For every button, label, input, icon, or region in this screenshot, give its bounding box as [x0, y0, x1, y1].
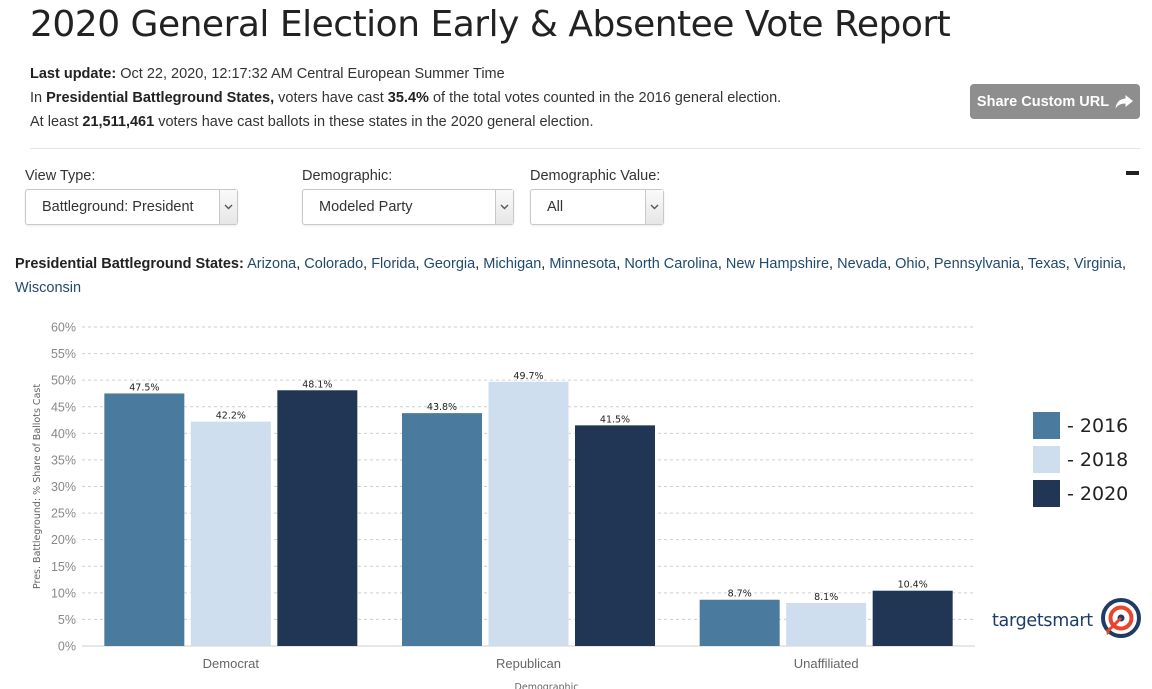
view-type-select[interactable]: Battleground: President: [25, 189, 238, 225]
turnout-share-mid: voters have cast: [274, 90, 388, 106]
ballot-count-number: 21,511,461: [82, 114, 155, 130]
data-label: 47.5%: [129, 382, 159, 393]
last-update-line: Last update: Oct 22, 2020, 12:17:32 AM C…: [30, 62, 781, 86]
targetsmart-brand: targetsmart: [992, 598, 1141, 643]
state-link-nevada[interactable]: Nevada: [837, 256, 888, 272]
ballot-count-line: At least 21,511,461 voters have cast bal…: [30, 110, 781, 134]
data-label: 10.4%: [898, 580, 928, 591]
bar-unaffiliated-0: [699, 599, 780, 646]
report-summary: Last update: Oct 22, 2020, 12:17:32 AM C…: [30, 62, 781, 134]
legend-label-2020: - 2020: [1067, 483, 1129, 505]
x-category-label: Democrat: [203, 656, 260, 671]
state-link-virginia[interactable]: Virginia: [1073, 256, 1122, 272]
y-tick-label: 5%: [58, 613, 76, 627]
demographic-label: Demographic:: [302, 168, 393, 184]
data-label: 42.2%: [216, 411, 246, 422]
state-link-florida[interactable]: Florida: [371, 256, 416, 272]
y-tick-label: 20%: [51, 533, 76, 547]
state-link-wisconsin[interactable]: Wisconsin: [15, 280, 82, 296]
data-label: 41.5%: [600, 414, 630, 425]
vote-share-bar-chart: 0% 5% 10% 15% 20% 25% 30% 35% 40% 45% 50% 55% 60% 47.…: [32, 321, 975, 689]
y-tick-label: 10%: [51, 586, 76, 600]
state-link-north-carolina[interactable]: North Carolina: [624, 256, 718, 272]
demographic-select[interactable]: Modeled Party: [302, 189, 514, 225]
ballot-count-pre: At least: [30, 114, 83, 130]
y-tick-label: 40%: [51, 427, 76, 441]
bar-democrat-0: [104, 393, 185, 646]
state-link-minnesota[interactable]: Minnesota: [549, 256, 617, 272]
state-link-pennsylvania[interactable]: Pennsylvania: [933, 256, 1021, 272]
bar-unaffiliated-1: [786, 602, 867, 646]
last-update-label: Last update:: [30, 66, 117, 82]
y-tick-label: 35%: [51, 453, 76, 467]
share-custom-url-button[interactable]: Share Custom URL: [970, 84, 1140, 119]
data-label: 43.8%: [427, 402, 457, 413]
view-type-filter: View Type: Battleground: President: [25, 168, 238, 225]
target-logo-icon: [1100, 598, 1141, 643]
demographic-value: Modeled Party: [319, 199, 413, 215]
state-link-georgia[interactable]: Georgia: [423, 256, 476, 272]
y-tick-label: 60%: [51, 321, 76, 335]
turnout-share-pre: In: [30, 90, 47, 106]
legend-label-2018: - 2018: [1067, 449, 1129, 471]
legend-label-2016: - 2016: [1067, 415, 1129, 437]
x-axis-title: Demographic: [515, 682, 579, 689]
legend-swatch-2016: [1033, 412, 1060, 439]
legend-swatch-2018: [1033, 446, 1060, 473]
y-tick-label: 55%: [51, 347, 76, 361]
state-link-ohio[interactable]: Ohio: [895, 256, 926, 272]
bar-republican-2: [575, 425, 655, 646]
share-icon: [1115, 94, 1134, 109]
demographic-value-label: Demographic Value:: [530, 168, 661, 184]
state-link-texas[interactable]: Texas: [1027, 256, 1066, 272]
turnout-share-region: Presidential Battleground States,: [46, 90, 275, 106]
demographic-filter: Demographic: Modeled Party: [302, 168, 514, 225]
page-title: 2020 General Election Early & Absentee V…: [30, 4, 951, 45]
collapse-filters-button[interactable]: [1126, 171, 1139, 175]
y-tick-label: 15%: [51, 560, 76, 574]
y-tick-label: 30%: [51, 480, 76, 494]
y-tick-label: 50%: [51, 374, 76, 388]
turnout-share-line: In Presidential Battleground States, vot…: [30, 86, 781, 110]
ballot-count-post: voters have cast ballots in these states…: [154, 114, 594, 130]
chevron-down-icon: [219, 190, 237, 224]
header-divider: [30, 148, 1140, 149]
state-link-arizona[interactable]: Arizona: [247, 256, 297, 272]
data-label: 8.7%: [728, 589, 752, 600]
demographic-value-select[interactable]: All: [530, 189, 664, 225]
chevron-down-icon: [645, 190, 663, 224]
battleground-states-line: Presidential Battleground States: Arizon…: [15, 256, 1126, 296]
y-tick-label: 25%: [51, 507, 76, 521]
state-link-colorado[interactable]: Colorado: [304, 256, 364, 272]
state-link-new-hampshire[interactable]: New Hampshire: [725, 256, 830, 272]
bar-unaffiliated-2: [872, 590, 953, 646]
brand-name: targetsmart: [992, 610, 1093, 631]
y-axis-title: Pres. Battleground: % Share of Ballots C…: [32, 384, 43, 589]
x-category-label: Unaffiliated: [794, 656, 859, 671]
bar-democrat-1: [190, 421, 271, 646]
demographic-value-filter: Demographic Value: All: [530, 168, 664, 225]
turnout-share-percent: 35.4%: [387, 90, 429, 106]
y-tick-label: 45%: [51, 400, 76, 414]
demographic-value-value: All: [547, 199, 564, 215]
x-category-label: Republican: [496, 656, 561, 671]
share-button-label: Share Custom URL: [976, 93, 1110, 110]
view-type-value: Battleground: President: [42, 199, 194, 215]
bar-republican-1: [488, 381, 569, 646]
last-update-value: Oct 22, 2020, 12:17:32 AM Central Europe…: [116, 66, 505, 82]
bar-democrat-2: [277, 390, 358, 646]
y-tick-label: 0%: [58, 640, 76, 654]
chevron-down-icon: [495, 190, 513, 224]
bar-republican-0: [402, 413, 482, 646]
legend-swatch-2020: [1033, 480, 1060, 507]
data-label: 49.7%: [513, 371, 543, 382]
battleground-states-label: Presidential Battleground States:: [15, 256, 244, 272]
data-label: 8.1%: [814, 592, 838, 603]
view-type-label: View Type:: [25, 168, 96, 184]
turnout-share-post: of the total votes counted in the 2016 g…: [428, 90, 782, 106]
data-label: 48.1%: [302, 379, 332, 390]
state-link-michigan[interactable]: Michigan: [483, 256, 542, 272]
